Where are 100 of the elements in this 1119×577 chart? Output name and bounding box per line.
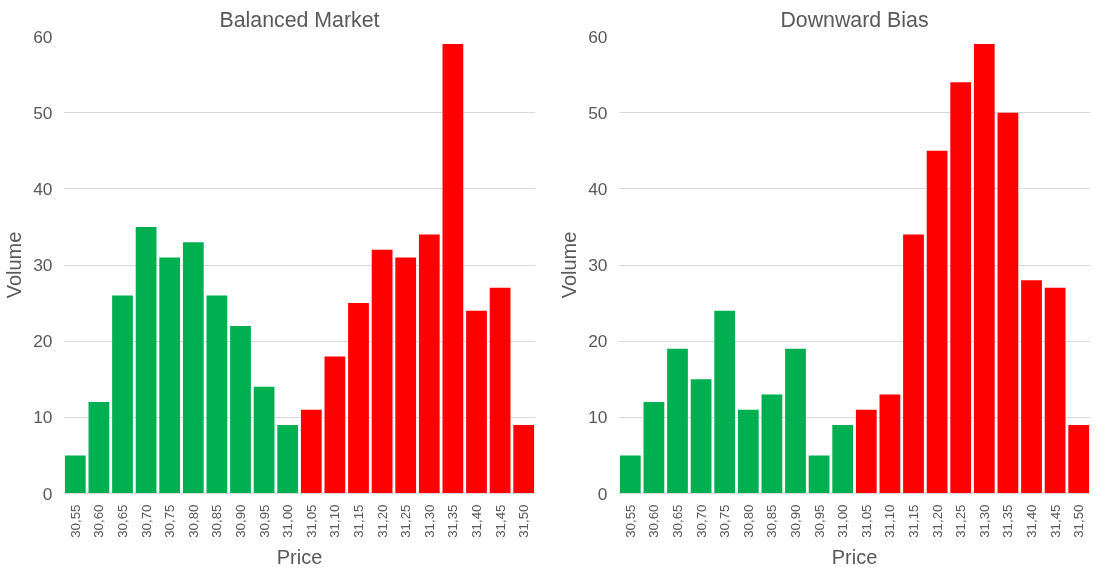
x-tick-label: 31,40 — [469, 504, 484, 538]
x-tick-label: 30,55 — [67, 504, 83, 538]
y-tick-label: 20 — [33, 331, 53, 352]
bar — [112, 295, 133, 494]
bar — [348, 303, 369, 494]
bar — [513, 424, 535, 494]
bar — [690, 379, 712, 494]
x-tick-label: 31,25 — [398, 504, 414, 538]
y-tick-label: 10 — [588, 407, 608, 428]
x-tick-label: 31,20 — [929, 504, 945, 538]
bar — [230, 325, 251, 494]
x-axis-title: Price — [276, 545, 323, 568]
bar — [277, 424, 299, 494]
bar — [64, 455, 86, 494]
bar — [88, 402, 110, 494]
bar — [489, 287, 511, 494]
bar — [1021, 280, 1042, 494]
x-tick-label: 30,80 — [185, 504, 201, 538]
x-tick-label: 31,00 — [835, 504, 851, 538]
x-tick-label: 31,50 — [1071, 504, 1087, 538]
bar — [643, 402, 665, 494]
y-tick-label: 50 — [588, 102, 608, 123]
x-tick-label: 31,05 — [858, 504, 874, 538]
y-tick-label: 10 — [33, 407, 53, 428]
y-tick-label: 40 — [33, 178, 53, 199]
bar — [1068, 424, 1090, 494]
x-tick-label: 31,10 — [327, 504, 343, 538]
y-tick-label: 60 — [588, 26, 608, 47]
x-tick-label: 31,20 — [374, 504, 390, 538]
x-tick-label: 30,70 — [693, 504, 709, 538]
y-axis-title: Volume — [558, 231, 581, 299]
bar — [253, 386, 275, 494]
bar — [206, 295, 228, 494]
x-tick-label: 31,35 — [445, 504, 461, 538]
x-tick-label: 31,05 — [303, 504, 319, 538]
bar — [973, 44, 995, 494]
bar — [300, 409, 322, 494]
y-tick-label: 40 — [588, 178, 608, 199]
x-tick-label: 30,65 — [670, 504, 685, 538]
x-tick-label: 31,45 — [1047, 504, 1063, 538]
x-tick-label: 31,30 — [421, 504, 437, 538]
bar — [808, 455, 830, 494]
bar — [785, 348, 806, 494]
x-tick-label: 31,30 — [976, 504, 992, 538]
x-tick-label: 30,60 — [646, 504, 662, 538]
bar — [879, 394, 901, 494]
chart-title: Balanced Market — [219, 7, 380, 32]
bar — [135, 226, 157, 494]
bar — [950, 82, 972, 494]
y-axis-title: Volume — [3, 231, 26, 299]
bar — [832, 424, 854, 494]
chart-title: Downward Bias — [780, 7, 929, 32]
y-tick-label: 0 — [42, 483, 53, 504]
y-tick-label: 30 — [588, 255, 608, 275]
x-tick-label: 30,75 — [162, 504, 178, 538]
bar — [855, 409, 877, 494]
x-tick-label: 30,65 — [115, 504, 130, 538]
y-tick-label: 60 — [33, 26, 53, 47]
x-tick-label: 30,55 — [622, 504, 638, 538]
x-tick-label: 30,95 — [256, 504, 272, 538]
x-tick-label: 30,80 — [740, 504, 756, 538]
bar — [903, 234, 924, 494]
bar — [395, 257, 417, 494]
bar — [926, 150, 948, 494]
bar — [324, 356, 346, 494]
x-tick-label: 30,70 — [138, 504, 154, 538]
bar — [761, 394, 783, 494]
x-tick-label: 30,85 — [209, 504, 225, 538]
x-tick-label: 30,90 — [788, 504, 803, 538]
y-tick-label: 0 — [597, 483, 608, 504]
x-tick-label: 31,40 — [1024, 504, 1039, 538]
bar — [667, 348, 688, 494]
x-tick-label: 31,10 — [882, 504, 898, 538]
bar — [371, 249, 393, 494]
x-tick-label: 31,00 — [280, 504, 296, 538]
y-tick-label: 30 — [33, 255, 53, 275]
x-tick-label: 31,25 — [953, 504, 969, 538]
bar — [466, 310, 487, 494]
y-tick-label: 20 — [588, 331, 608, 352]
x-tick-label: 30,75 — [717, 504, 733, 538]
bar — [997, 112, 1019, 494]
y-tick-label: 50 — [33, 102, 53, 123]
x-tick-label: 30,60 — [91, 504, 107, 538]
bar — [714, 310, 736, 494]
x-tick-label: 30,95 — [811, 504, 827, 538]
bar — [1044, 287, 1066, 494]
bar — [737, 409, 759, 494]
bar — [182, 242, 204, 494]
bar — [418, 234, 440, 494]
bar — [159, 257, 181, 494]
x-tick-label: 30,85 — [764, 504, 780, 538]
bar — [442, 44, 464, 494]
x-tick-label: 31,50 — [516, 504, 532, 538]
x-tick-label: 31,15 — [906, 504, 921, 538]
bar — [619, 455, 641, 494]
x-tick-label: 31,35 — [1000, 504, 1016, 538]
x-axis-title: Price — [831, 545, 878, 568]
x-tick-label: 31,15 — [351, 504, 366, 538]
x-tick-label: 31,45 — [492, 504, 508, 538]
x-tick-label: 30,90 — [233, 504, 248, 538]
